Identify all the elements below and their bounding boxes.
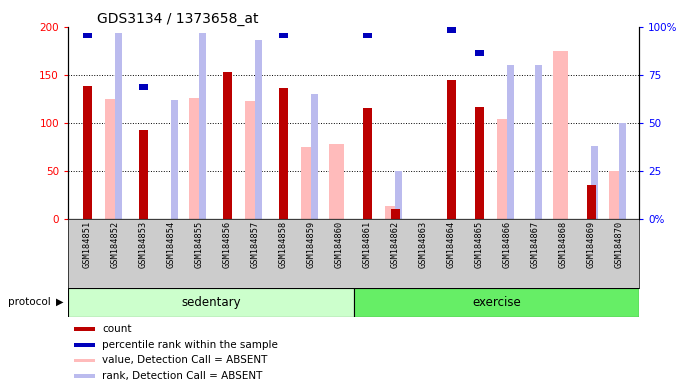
Bar: [224, 72, 232, 219]
Bar: [224, 21, 232, 27]
Bar: [279, 33, 288, 38]
Bar: [199, 33, 207, 219]
Bar: [475, 107, 483, 219]
Text: GSM184852: GSM184852: [111, 221, 120, 268]
Text: GDS3134 / 1373658_at: GDS3134 / 1373658_at: [97, 12, 258, 26]
Text: GSM184864: GSM184864: [447, 221, 456, 268]
Text: GSM184861: GSM184861: [363, 221, 372, 268]
Text: count: count: [102, 324, 132, 334]
Bar: [73, 327, 95, 331]
FancyBboxPatch shape: [68, 288, 354, 317]
Text: GSM184868: GSM184868: [559, 221, 568, 268]
Bar: [592, 146, 598, 219]
Bar: [245, 101, 260, 219]
Text: GSM184863: GSM184863: [419, 221, 428, 268]
Text: GSM184866: GSM184866: [503, 221, 512, 268]
Bar: [188, 98, 204, 219]
Bar: [392, 209, 400, 219]
Text: GSM184857: GSM184857: [251, 221, 260, 268]
Bar: [301, 147, 316, 219]
Bar: [84, 86, 92, 219]
Text: GSM184855: GSM184855: [195, 221, 204, 268]
Bar: [384, 207, 400, 219]
Bar: [363, 33, 372, 38]
Text: GSM184858: GSM184858: [279, 221, 288, 268]
Bar: [328, 144, 344, 219]
Bar: [609, 171, 624, 219]
Bar: [73, 374, 95, 377]
Text: GSM184870: GSM184870: [615, 221, 624, 268]
Bar: [105, 99, 120, 219]
Text: GSM184860: GSM184860: [335, 221, 344, 268]
Bar: [496, 119, 512, 219]
Bar: [396, 171, 403, 219]
Bar: [447, 27, 456, 33]
Text: GSM184865: GSM184865: [475, 221, 484, 268]
Bar: [311, 94, 318, 219]
Text: GSM184869: GSM184869: [587, 221, 596, 268]
Bar: [279, 88, 288, 219]
Text: protocol: protocol: [8, 297, 51, 307]
Bar: [363, 109, 372, 219]
Text: rank, Detection Call = ABSENT: rank, Detection Call = ABSENT: [102, 371, 262, 381]
Text: GSM184854: GSM184854: [167, 221, 176, 268]
Bar: [171, 100, 178, 219]
Bar: [588, 185, 596, 219]
Bar: [256, 40, 262, 219]
Bar: [619, 123, 626, 219]
Text: ▶: ▶: [56, 297, 63, 307]
Bar: [84, 33, 92, 38]
Text: value, Detection Call = ABSENT: value, Detection Call = ABSENT: [102, 356, 268, 366]
Text: exercise: exercise: [472, 296, 521, 309]
Bar: [447, 80, 456, 219]
Bar: [553, 51, 568, 219]
Text: percentile rank within the sample: percentile rank within the sample: [102, 340, 278, 350]
Bar: [73, 359, 95, 362]
Text: GSM184859: GSM184859: [307, 221, 316, 268]
Bar: [535, 65, 543, 219]
Bar: [73, 343, 95, 347]
Bar: [139, 84, 148, 90]
Text: GSM184851: GSM184851: [83, 221, 92, 268]
Text: GSM184856: GSM184856: [223, 221, 232, 268]
Text: GSM184862: GSM184862: [391, 221, 400, 268]
Bar: [116, 33, 122, 219]
Text: sedentary: sedentary: [181, 296, 241, 309]
Bar: [139, 130, 148, 219]
FancyBboxPatch shape: [354, 288, 639, 317]
Bar: [507, 65, 515, 219]
Text: GSM184853: GSM184853: [139, 221, 148, 268]
Bar: [475, 50, 483, 56]
Text: GSM184867: GSM184867: [531, 221, 540, 268]
